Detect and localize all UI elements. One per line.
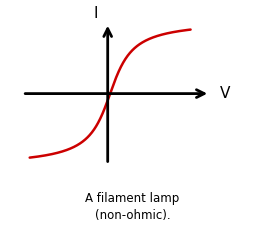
Text: I: I [94, 6, 98, 21]
Text: A filament lamp
(non-ohmic).: A filament lamp (non-ohmic). [85, 192, 180, 222]
Text: V: V [220, 86, 230, 101]
